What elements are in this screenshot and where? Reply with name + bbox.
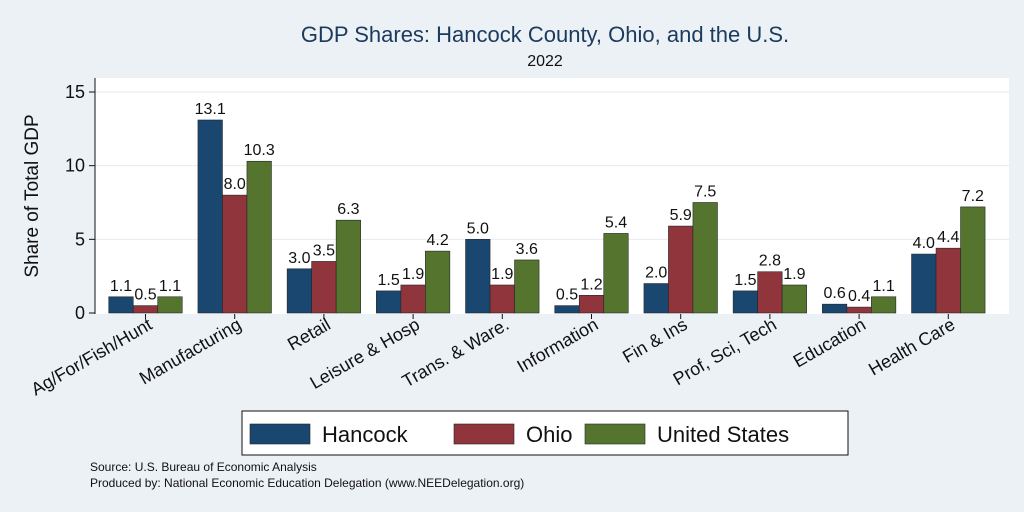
legend-label: Ohio (526, 422, 572, 447)
bar-hancock-0 (108, 296, 134, 314)
bar-united-states-4 (514, 259, 540, 314)
data-label: 1.5 (377, 272, 399, 289)
bar-united-states-5 (603, 233, 629, 314)
data-label: 7.2 (962, 188, 984, 205)
bar-hancock-1 (197, 119, 223, 314)
data-label: 2.0 (645, 265, 667, 282)
y-tick-label: 15 (65, 82, 85, 102)
y-tick-label: 10 (65, 156, 85, 176)
bar-ohio-6 (668, 225, 694, 314)
bar-united-states-8 (871, 296, 897, 314)
legend-swatch (249, 423, 311, 445)
y-tick-label: 0 (75, 303, 85, 323)
bar-ohio-1 (222, 194, 248, 314)
bar-united-states-3 (425, 250, 451, 314)
bar-hancock-9 (911, 253, 937, 314)
data-label: 8.0 (224, 176, 246, 193)
bar-ohio-7 (757, 271, 783, 314)
bar-ohio-0 (132, 305, 159, 314)
bar-ohio-8 (846, 306, 872, 314)
data-label: 1.9 (491, 266, 513, 283)
legend: Hancock Ohio United States (241, 410, 849, 456)
data-label: 2.8 (759, 253, 781, 270)
data-label: 5.0 (467, 220, 489, 237)
data-label: 0.5 (556, 287, 578, 304)
bar-hancock-5 (554, 305, 580, 314)
legend-label: Hancock (322, 422, 409, 447)
data-label: 1.1 (159, 278, 181, 295)
bar-hancock-7 (732, 290, 758, 314)
bars-group (108, 119, 986, 314)
data-label: 13.1 (195, 101, 226, 118)
data-label: 4.4 (937, 229, 959, 246)
bar-ohio-2 (311, 261, 337, 314)
y-tick-label: 5 (75, 229, 85, 249)
legend-label: United States (657, 422, 789, 447)
bar-united-states-1 (246, 160, 272, 314)
data-label: 0.4 (848, 288, 870, 305)
chart-subtitle: 2022 (527, 53, 563, 70)
bar-ohio-4 (489, 284, 515, 314)
bar-united-states-6 (692, 202, 718, 314)
bar-hancock-4 (465, 239, 491, 314)
data-label: 1.5 (734, 272, 756, 289)
data-label: 1.2 (580, 276, 602, 293)
legend-swatch (584, 423, 646, 445)
data-label: 3.6 (516, 241, 538, 258)
source-note: Source: U.S. Bureau of Economic Analysis (90, 460, 317, 474)
data-label: 3.0 (288, 250, 310, 267)
data-label: 1.9 (402, 266, 424, 283)
data-labels: 1.10.51.113.18.010.33.0 3.56.31.5 1.94.25.… (110, 101, 984, 305)
data-label: 5.9 (670, 207, 692, 224)
data-label: 1.9 (783, 266, 805, 283)
chart-title: GDP Shares: Hancock County, Ohio, and th… (301, 22, 789, 47)
data-label: 7.5 (694, 184, 716, 201)
data-label: 6.3 (337, 201, 359, 218)
data-label: 0.6 (823, 285, 845, 302)
data-label: 4.0 (913, 235, 935, 252)
data-label: 3.5 (313, 242, 335, 259)
bar-ohio-9 (935, 247, 961, 314)
bar-ohio-5 (578, 295, 605, 314)
bar-united-states-2 (335, 219, 361, 314)
legend-swatch (453, 423, 515, 445)
y-axis-title: Share of Total GDP (22, 114, 43, 277)
bar-united-states-7 (781, 284, 807, 314)
producer-note: Produced by: National Economic Education… (90, 476, 524, 490)
bar-united-states-9 (960, 206, 986, 314)
bar-united-states-0 (157, 296, 183, 314)
data-label: 1.1 (110, 278, 132, 295)
y-axis-ticks: 0 5 10 15 (65, 82, 95, 323)
bar-hancock-6 (643, 283, 669, 314)
data-label: 10.3 (244, 142, 275, 159)
bar-hancock-3 (376, 290, 402, 314)
data-label: 5.4 (605, 214, 627, 231)
bar-hancock-8 (822, 303, 848, 314)
bar-hancock-2 (286, 268, 312, 314)
data-label: 0.5 (134, 287, 156, 304)
legend-box (241, 410, 849, 456)
data-label: 4.2 (426, 232, 448, 249)
data-label: 1.1 (872, 278, 894, 295)
bar-ohio-3 (400, 284, 426, 314)
